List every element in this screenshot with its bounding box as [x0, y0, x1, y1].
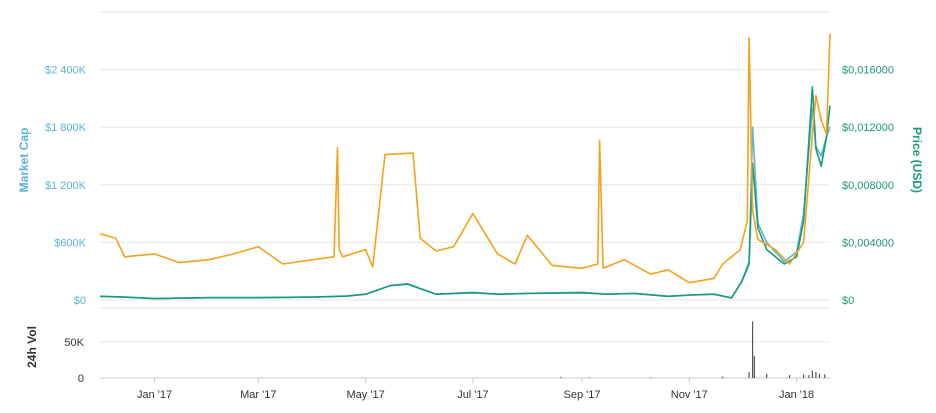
volume-bar — [748, 372, 750, 378]
series-line-price — [99, 86, 831, 300]
y-tick-label-left: $1 200K — [45, 180, 87, 192]
volume-bar — [803, 374, 805, 378]
y-axis-title-left: Market Cap — [17, 128, 31, 193]
y-tick-label-left: $1 800K — [45, 122, 87, 134]
axis-layer: $0 $600K $1 200K $1 800K $2 400K $0 $0,004000 $… — [45, 65, 894, 401]
y-tick-label-right: $0,016000 — [842, 65, 894, 77]
volume-bar — [815, 372, 817, 378]
x-tick-label: Nov '17 — [671, 389, 708, 401]
volume-bar — [649, 377, 652, 378]
volume-bar — [788, 375, 791, 378]
volume-axis-title: 24h Vol — [25, 326, 39, 368]
volume-bar — [766, 373, 768, 378]
volume-bar — [811, 370, 814, 378]
y-tick-label-right: $0 — [842, 295, 854, 307]
series-layer — [99, 33, 831, 300]
volume-bar — [752, 321, 754, 378]
y-tick-label-left: $0 — [74, 295, 86, 307]
volume-bar — [588, 377, 590, 378]
volume-tick-label: 50K — [64, 337, 84, 349]
series-line-market-cap — [99, 107, 831, 300]
y-tick-label-right: $0,012000 — [842, 122, 894, 134]
x-tick-label: Jan '17 — [137, 389, 172, 401]
x-tick-label: Jan '18 — [779, 389, 814, 401]
volume-bar — [560, 376, 562, 378]
volume-panel — [100, 307, 830, 379]
volume-tick-label: 0 — [78, 373, 84, 385]
series-line-btc-price — [99, 33, 831, 284]
x-tick-label: Sep '17 — [563, 389, 600, 401]
y-tick-label-right: $0,008000 — [842, 180, 894, 192]
volume-bar — [824, 374, 826, 378]
y-axis-title-right: Price (USD) — [910, 127, 924, 193]
grid-layer — [100, 11, 830, 301]
x-tick-label: Jul '17 — [457, 389, 488, 401]
volume-bar — [753, 356, 755, 378]
y-tick-label-left: $600K — [54, 237, 86, 249]
x-tick-label: Mar '17 — [240, 389, 276, 401]
volume-bar — [808, 375, 810, 378]
y-tick-label-right: $0,004000 — [842, 237, 894, 249]
volume-bar — [722, 376, 724, 378]
x-tick-label: May '17 — [347, 389, 385, 401]
volume-bar — [818, 373, 821, 378]
y-tick-label-left: $2 400K — [45, 65, 87, 77]
